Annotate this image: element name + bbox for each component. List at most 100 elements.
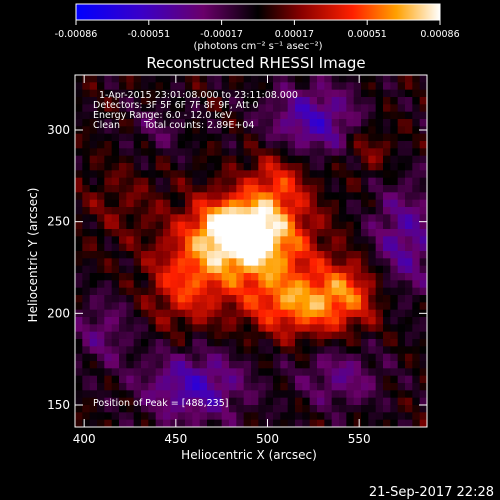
heatmap-cell — [104, 251, 113, 259]
heatmap-cell — [141, 104, 149, 113]
heatmap-cell — [273, 104, 281, 113]
heatmap-cell — [229, 214, 237, 223]
heatmap-cell — [419, 148, 427, 157]
heatmap-cell — [163, 97, 171, 105]
heatmap-cell — [214, 397, 223, 406]
heatmap-cell — [273, 148, 281, 157]
heatmap-cell — [302, 199, 311, 208]
heatmap-cell — [214, 353, 223, 362]
heatmap-cell — [302, 82, 311, 91]
heatmap-cell — [361, 353, 369, 362]
heatmap-cell — [236, 331, 245, 340]
heatmap-cell — [89, 295, 98, 303]
heatmap-cell — [214, 104, 223, 113]
heatmap-cell — [221, 214, 230, 223]
heatmap-cell — [397, 214, 406, 223]
heatmap-cell — [155, 192, 164, 201]
heatmap-cell — [104, 361, 113, 369]
heatmap-cell — [75, 75, 83, 83]
heatmap-cell — [273, 324, 281, 333]
heatmap-cell — [97, 361, 105, 369]
heatmap-cell — [287, 383, 296, 391]
heatmap-cell — [97, 405, 105, 413]
heatmap-cell — [331, 280, 340, 289]
heatmap-cell — [97, 177, 105, 186]
heatmap-cell — [361, 390, 369, 399]
heatmap-cell — [185, 412, 193, 421]
heatmap-cell — [75, 133, 83, 142]
heatmap-cell — [214, 229, 223, 237]
heatmap-cell — [265, 126, 274, 135]
heatmap-cell — [221, 397, 230, 406]
heatmap-cell — [280, 207, 289, 215]
heatmap-cell — [97, 375, 105, 384]
heatmap-cell — [243, 243, 252, 252]
heatmap-cell — [390, 280, 399, 289]
heatmap-cell — [214, 346, 223, 355]
heatmap-cell — [243, 155, 252, 164]
heatmap-cell — [353, 324, 362, 333]
heatmap-cell — [273, 82, 281, 91]
heatmap-cell — [375, 155, 384, 164]
heatmap-cell — [317, 148, 325, 157]
heatmap-cell — [133, 412, 142, 421]
heatmap-cell — [331, 141, 340, 149]
heatmap-cell — [368, 97, 377, 105]
heatmap-cell — [361, 346, 369, 355]
heatmap-cell — [119, 287, 127, 296]
heatmap-cell — [353, 243, 362, 252]
heatmap-cell — [317, 361, 325, 369]
heatmap-cell — [383, 346, 391, 355]
heatmap-cell — [368, 155, 377, 164]
heatmap-cell — [229, 273, 237, 281]
heatmap-cell — [368, 185, 377, 193]
heatmap-cell — [177, 419, 186, 427]
heatmap-cell — [177, 126, 186, 135]
heatmap-cell — [177, 368, 186, 377]
heatmap-cell — [390, 170, 399, 179]
heatmap-cell — [119, 199, 127, 208]
heatmap-cell — [89, 368, 98, 377]
heatmap-cell — [309, 390, 318, 399]
heatmap-cell — [324, 412, 333, 421]
heatmap-cell — [185, 397, 193, 406]
heatmap-cell — [126, 397, 135, 406]
heatmap-cell — [177, 397, 186, 406]
heatmap-cell — [317, 331, 325, 340]
heatmap-cell — [383, 111, 391, 120]
heatmap-cell — [390, 412, 399, 421]
heatmap-cell — [390, 265, 399, 274]
heatmap-cell — [141, 346, 149, 355]
heatmap-cell — [141, 383, 149, 391]
heatmap-cell — [163, 383, 171, 391]
heatmap-cell — [221, 419, 230, 427]
heatmap-cell — [229, 390, 237, 399]
heatmap-cell — [324, 405, 333, 413]
heatmap-cell — [185, 317, 193, 325]
x-tick-label: 500 — [256, 432, 279, 446]
heatmap-cell — [185, 258, 193, 267]
heatmap-cell — [177, 265, 186, 274]
heatmap-cell — [339, 133, 347, 142]
heatmap-cell — [368, 141, 377, 149]
heatmap-cell — [126, 104, 135, 113]
heatmap-cell — [317, 368, 325, 377]
heatmap-cell — [199, 236, 208, 245]
heatmap-cell — [104, 375, 113, 384]
heatmap-cell — [273, 155, 281, 164]
heatmap-cell — [243, 141, 252, 149]
heatmap-cell — [185, 229, 193, 237]
heatmap-cell — [287, 302, 296, 311]
heatmap-cell — [89, 192, 98, 201]
heatmap-cell — [324, 353, 333, 362]
heatmap-cell — [141, 331, 149, 340]
heatmap-cell — [280, 287, 289, 296]
heatmap-cell — [383, 177, 391, 186]
heatmap-cell — [97, 133, 105, 142]
heatmap-cell — [390, 346, 399, 355]
heatmap-cell — [375, 258, 384, 267]
heatmap-cell — [229, 177, 237, 186]
heatmap-cell — [229, 89, 237, 98]
heatmap-cell — [155, 361, 164, 369]
heatmap-cell — [75, 155, 83, 164]
